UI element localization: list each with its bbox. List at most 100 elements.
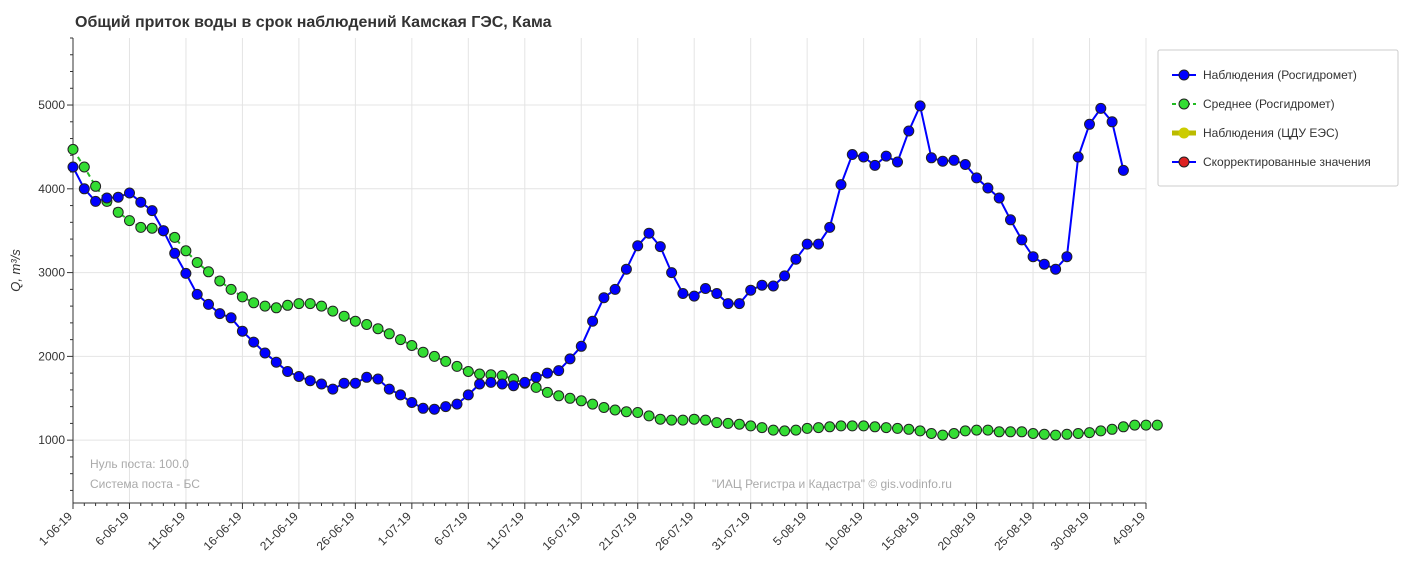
- series-1-point[interactable]: [90, 180, 102, 192]
- series-1-point[interactable]: [1095, 425, 1107, 437]
- legend[interactable]: Наблюдения (Росгидромет) Среднее (Росгидр…: [1157, 49, 1399, 187]
- series-0-point[interactable]: [869, 159, 881, 171]
- series-0-point[interactable]: [835, 179, 847, 191]
- series-0-point[interactable]: [474, 378, 486, 390]
- series-0-point[interactable]: [1095, 102, 1107, 114]
- series-0-point[interactable]: [722, 298, 734, 310]
- series-1-point[interactable]: [236, 291, 248, 303]
- series-1-point[interactable]: [948, 428, 960, 439]
- series-1-point[interactable]: [225, 283, 237, 295]
- series-0-point[interactable]: [971, 172, 983, 184]
- series-0-point[interactable]: [395, 389, 406, 401]
- series-0-point[interactable]: [1027, 251, 1039, 263]
- series-0-point[interactable]: [124, 187, 135, 199]
- series-0-point[interactable]: [632, 240, 644, 252]
- series-0-point[interactable]: [858, 151, 870, 163]
- series-1-point[interactable]: [1061, 428, 1073, 440]
- series-1-point[interactable]: [1084, 427, 1095, 439]
- series-0-point[interactable]: [959, 159, 971, 170]
- series-1-point[interactable]: [383, 328, 395, 340]
- series-1-point[interactable]: [914, 425, 926, 437]
- series-0-point[interactable]: [1106, 116, 1118, 128]
- series-1-point[interactable]: [790, 424, 802, 436]
- series-1-point[interactable]: [982, 424, 994, 436]
- series-0-point[interactable]: [575, 340, 587, 352]
- series-1-point[interactable]: [67, 143, 79, 155]
- series-0-point[interactable]: [90, 195, 102, 207]
- series-0-point[interactable]: [948, 154, 960, 166]
- series-0-point[interactable]: [519, 376, 531, 388]
- series-0-point[interactable]: [451, 398, 463, 410]
- series-0-point[interactable]: [745, 284, 757, 296]
- series-1-point[interactable]: [135, 221, 147, 233]
- series-0-point[interactable]: [756, 279, 768, 291]
- series-0-point[interactable]: [892, 156, 903, 168]
- series-1-point[interactable]: [203, 266, 214, 278]
- series-0-point[interactable]: [112, 191, 124, 203]
- series-1-point[interactable]: [1038, 428, 1050, 440]
- series-0-point[interactable]: [78, 183, 90, 195]
- series-1-point[interactable]: [756, 422, 768, 434]
- series-1-point[interactable]: [959, 425, 971, 437]
- series-1-point[interactable]: [892, 422, 903, 434]
- series-1-point[interactable]: [688, 413, 700, 425]
- series-0-point[interactable]: [135, 196, 147, 208]
- series-0-point[interactable]: [880, 150, 892, 162]
- series-0-point[interactable]: [146, 205, 158, 217]
- series-0-point[interactable]: [643, 227, 655, 239]
- series-0-point[interactable]: [677, 288, 689, 299]
- series-0-point[interactable]: [485, 376, 497, 388]
- series-1-point[interactable]: [722, 417, 734, 429]
- series-0-point[interactable]: [937, 155, 949, 167]
- series-1-point[interactable]: [779, 425, 791, 437]
- series-1-point[interactable]: [395, 334, 406, 346]
- series-0-point[interactable]: [1117, 164, 1129, 176]
- series-1-point[interactable]: [587, 398, 599, 410]
- series-0-point[interactable]: [801, 238, 813, 250]
- series-0-point[interactable]: [157, 225, 169, 237]
- series-0-point[interactable]: [733, 298, 745, 310]
- series-1-point[interactable]: [1129, 419, 1141, 431]
- series-1-point[interactable]: [338, 310, 350, 322]
- series-1-point[interactable]: [259, 300, 271, 312]
- series-0-point[interactable]: [1084, 118, 1095, 130]
- series-0-point[interactable]: [1005, 214, 1016, 226]
- series-0-point[interactable]: [666, 267, 678, 279]
- series-1-point[interactable]: [1016, 426, 1028, 438]
- series-1-point[interactable]: [733, 418, 745, 430]
- series-1-point[interactable]: [824, 421, 836, 433]
- series-0-point[interactable]: [180, 267, 192, 279]
- series-1-point[interactable]: [474, 368, 486, 380]
- series-0-point[interactable]: [541, 367, 553, 379]
- series-1-point[interactable]: [146, 222, 158, 234]
- series-1-point[interactable]: [632, 407, 644, 418]
- series-0-point[interactable]: [191, 288, 203, 300]
- series-0-point[interactable]: [530, 371, 542, 383]
- series-1-point[interactable]: [1072, 428, 1084, 439]
- series-0-point[interactable]: [993, 192, 1005, 204]
- series-1-point[interactable]: [835, 420, 847, 432]
- series-0-point[interactable]: [349, 377, 361, 389]
- series-0-point[interactable]: [779, 270, 791, 282]
- series-1-point[interactable]: [248, 297, 260, 309]
- series-1-point[interactable]: [1151, 419, 1163, 431]
- series-1-point[interactable]: [711, 417, 723, 429]
- series-1-point[interactable]: [124, 215, 135, 227]
- legend-item[interactable]: Наблюдения (Росгидромет): [1172, 68, 1357, 82]
- series-1-point[interactable]: [937, 429, 949, 441]
- series-0-point[interactable]: [846, 149, 858, 160]
- series-0-point[interactable]: [203, 298, 214, 310]
- legend-item[interactable]: Скорректированные значения: [1172, 155, 1371, 169]
- series-1-point[interactable]: [801, 422, 813, 434]
- series-1-point[interactable]: [767, 424, 779, 436]
- series-0-point[interactable]: [383, 383, 395, 395]
- series-1-point[interactable]: [700, 414, 711, 426]
- series-0-point[interactable]: [293, 371, 305, 382]
- legend-item[interactable]: Среднее (Росгидромет): [1172, 97, 1335, 111]
- series-0-point[interactable]: [214, 308, 226, 320]
- series-1-point[interactable]: [846, 420, 858, 432]
- series-0-point[interactable]: [248, 336, 260, 348]
- series-0-point[interactable]: [700, 283, 711, 294]
- series-0-point[interactable]: [417, 402, 429, 414]
- series-1-point[interactable]: [169, 231, 181, 243]
